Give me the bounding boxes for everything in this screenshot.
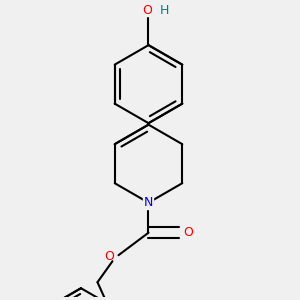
Text: N: N — [144, 196, 153, 209]
Text: O: O — [104, 250, 114, 263]
Text: O: O — [183, 226, 193, 239]
Text: O: O — [142, 4, 152, 16]
Text: H: H — [160, 4, 169, 16]
